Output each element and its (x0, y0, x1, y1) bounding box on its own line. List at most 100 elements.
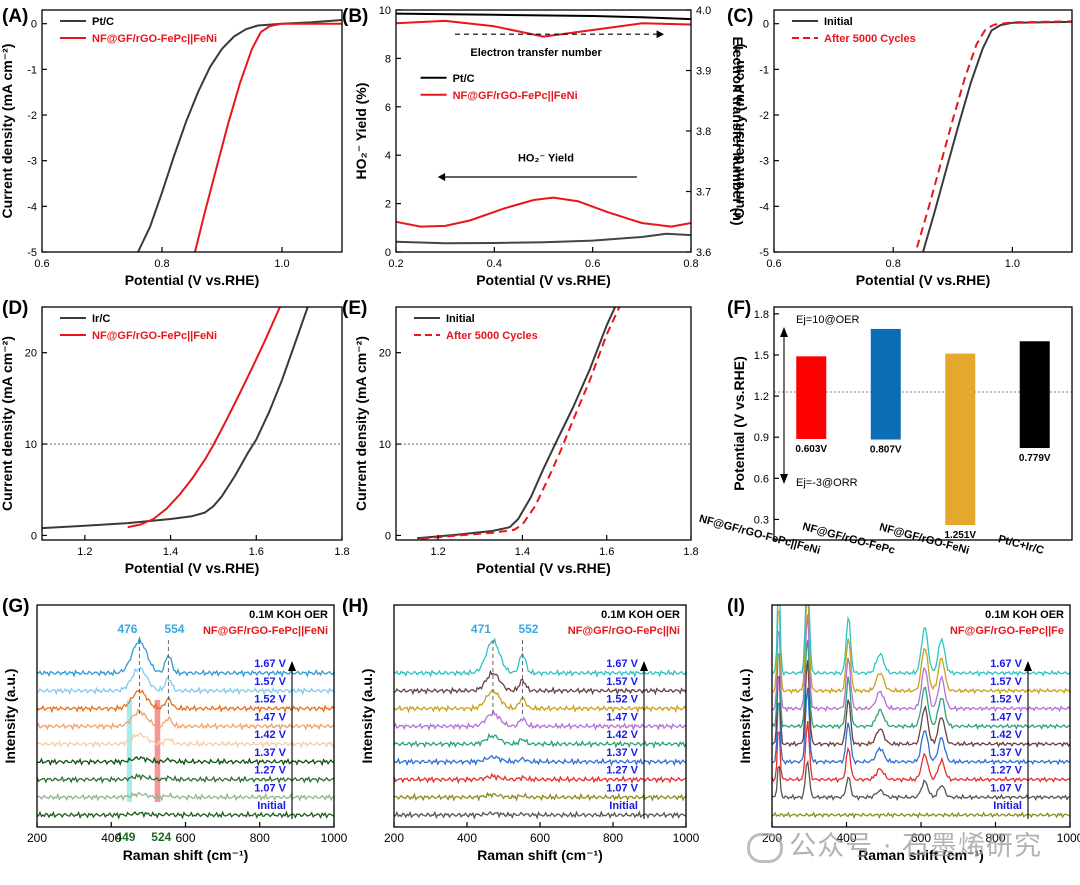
trace-label: 1.57 V (990, 676, 1022, 688)
series-line (395, 196, 692, 228)
spectrum-trace (37, 667, 334, 696)
x-tick-label: Pt/C+Ir/C (997, 533, 1045, 557)
spectrum-trace (394, 791, 686, 802)
legend-entry: Initial (446, 313, 475, 325)
y2-tick-label: 3.6 (696, 247, 711, 259)
trace-label: 1.42 V (990, 729, 1022, 741)
y-axis-label: Potential (V vs.RHE) (731, 356, 747, 491)
y-tick-label: -4 (759, 201, 769, 213)
trace-label: 1.42 V (254, 729, 286, 741)
bar (796, 356, 827, 439)
series-line (421, 307, 621, 540)
peak-label: 524 (151, 830, 171, 844)
series-line (922, 20, 1072, 252)
plot-frame (36, 604, 335, 828)
x-tick-label: 1.8 (334, 546, 349, 558)
series-group (417, 307, 621, 540)
panel-label: (A) (2, 6, 28, 27)
series-line (395, 19, 692, 38)
x-tick-label: 1.8 (683, 546, 698, 558)
condition-label: 0.1M KOH OER (985, 609, 1064, 621)
legend-entry: After 5000 Cycles (446, 330, 538, 342)
legend-entry: NF@GF/rGO-FePc||FeNi (92, 330, 217, 342)
trace-label: 1.27 V (606, 765, 638, 777)
spectrum-trace (772, 614, 1070, 713)
y-tick-label: -3 (759, 156, 769, 168)
y2-tick-label: 3.9 (696, 66, 711, 78)
watermark: 公众号 · 石墨烯研究 (747, 824, 1042, 863)
plot-frame (41, 9, 343, 253)
spectrum-trace (37, 707, 334, 732)
arrow-head (640, 661, 648, 671)
plot-frame (393, 604, 687, 828)
spectrum-trace (394, 689, 686, 714)
trace-label: 1.37 V (990, 747, 1022, 759)
y-tick-label: -5 (759, 247, 769, 259)
peak-label: 554 (164, 622, 184, 636)
x-tick-label: 200 (384, 831, 404, 845)
series-line (127, 307, 281, 529)
trace-label: 1.27 V (254, 765, 286, 777)
spectrum-trace (772, 721, 1070, 784)
y-tick-label: 20 (379, 348, 391, 360)
watermark-text: 公众号 · 石墨烯研究 (789, 831, 1042, 862)
y-tick-label: 0 (31, 530, 37, 542)
spectrum-trace (394, 637, 686, 678)
y-tick-label: 0.6 (754, 473, 769, 485)
chart-panel-f: (F) 0.3 0.6 0.9 1.2 1.5 1.8 Potential (V vs.RHE… (698, 298, 1073, 557)
series-group (137, 19, 342, 252)
bar (870, 328, 901, 440)
x-tick-label: 800 (250, 831, 270, 845)
y-tick-label: -1 (759, 64, 769, 76)
x-tick-label: 1000 (673, 831, 700, 845)
x-axis-label: Potential (V vs.RHE) (125, 272, 260, 288)
y-tick-label: 0.9 (754, 432, 769, 444)
spectrum-trace (37, 755, 334, 767)
spectrum-trace (772, 687, 1070, 766)
condition-label: 0.1M KOH OER (601, 609, 680, 621)
x-axis-label: Raman shift (cm⁻¹) (477, 847, 603, 863)
condition-label: 0.1M KOH OER (249, 609, 328, 621)
x-tick-label: 400 (101, 831, 121, 845)
y-tick-label: 1.8 (754, 309, 769, 321)
chart-panel-d: (D) 1.2 1.4 1.6 1.8 Potential (V vs.RHE) 0 10 20… (0, 298, 350, 576)
x-tick-label: 200 (27, 831, 47, 845)
x-tick-label: 0.6 (34, 258, 49, 270)
spectrum-trace (37, 689, 334, 714)
trace-label: 1.57 V (254, 676, 286, 688)
trace-label: Initial (609, 800, 638, 812)
series-line (417, 307, 617, 540)
trace-label: 1.52 V (606, 694, 638, 706)
series-line (194, 22, 342, 252)
plot-frame (41, 306, 343, 541)
y-tick-label: -1 (27, 64, 37, 76)
x-tick-label: 0.8 (886, 258, 901, 270)
panel-label: (C) (727, 6, 753, 27)
y-tick-label: 6 (385, 102, 391, 114)
plot-frame (773, 9, 1073, 253)
series-group (916, 20, 1072, 252)
series-line (42, 307, 309, 530)
y-axis-label: Current density (mA cm⁻²) (0, 44, 15, 219)
x-tick-label: 0.2 (388, 258, 403, 270)
y-tick-label: 2 (385, 199, 391, 211)
x-axis-label: Potential (V vs.RHE) (125, 560, 260, 576)
x-tick-label: 1.6 (599, 546, 614, 558)
series-group (394, 637, 686, 820)
chart-panel-h: (H) Initial 1.07 V 1.27 V 1.37 V 1.42 V 1.47 V… (342, 596, 700, 863)
spectrum-trace (394, 708, 686, 732)
panel-label: (I) (727, 596, 745, 617)
trace-label: 1.52 V (254, 694, 286, 706)
annotation-text: Ej=10@OER (796, 314, 859, 326)
y2-tick-label: 4.0 (696, 5, 711, 17)
panel-label: (G) (2, 596, 29, 617)
highlight-band (126, 700, 133, 802)
trace-label: 1.47 V (254, 711, 286, 723)
x-tick-label: 0.4 (487, 258, 502, 270)
x-tick-label: 0.8 (683, 258, 698, 270)
chart-panel-e: (E) 1.2 1.4 1.6 1.8 Potential (V vs.RHE) 0 10 20… (342, 298, 699, 576)
trace-label: 1.37 V (254, 747, 286, 759)
y-tick-label: -2 (759, 110, 769, 122)
bar-value-label: 0.807V (870, 445, 902, 456)
y-axis-label: Current density (mA cm⁻²) (0, 336, 15, 511)
